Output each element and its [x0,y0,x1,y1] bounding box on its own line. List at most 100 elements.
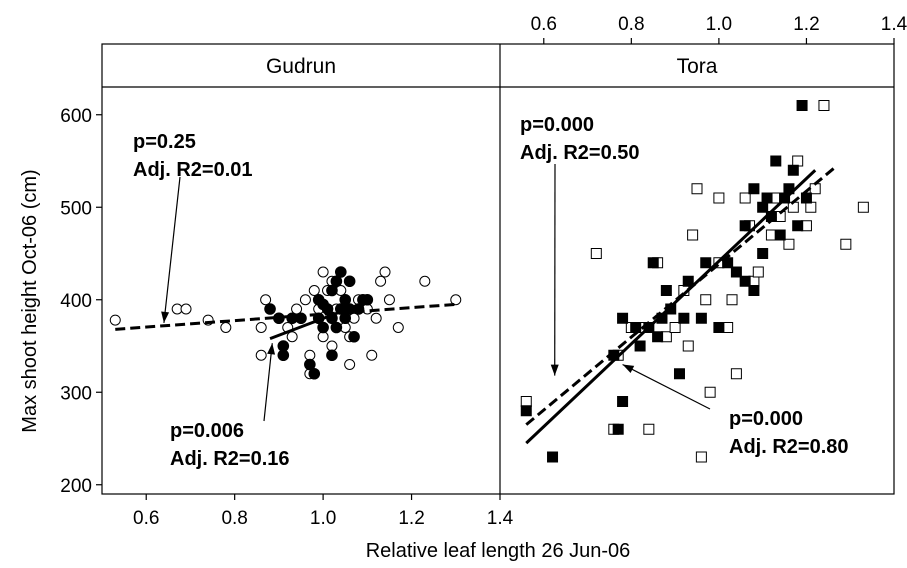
data-point-filled-square [682,275,694,287]
data-point-open-square [590,248,602,259]
annotation-text: p=0.006 [170,420,244,442]
data-point-open-square [818,100,830,111]
strip-label-gudrun: Gudrun [266,55,336,78]
data-point-open-square [682,340,694,352]
annotation-text: p=0.000 [520,114,594,136]
data-point-filled-circle [348,330,360,343]
chart-frame: 200 300 400 500 600 Gudrun 0.6 0.8 1.0 1.2 1.4 Tora… [60,14,907,529]
annotation-text: p=0.000 [729,408,803,430]
data-point-open-circle [220,322,232,333]
data-point-open-circle [366,349,378,361]
data-point-filled-square [665,303,677,315]
data-point-open-square [840,238,852,250]
data-point-filled-square [796,100,808,111]
data-point-filled-circle [308,367,321,380]
data-point-filled-square [617,396,629,407]
y-tick-label: 300 [60,383,92,404]
data-point-open-circle [260,294,272,306]
annotation-text: p=0.25 [133,131,196,153]
data-point-open-circle [379,266,391,278]
data-point-filled-square [722,257,734,269]
data-point-open-circle [180,303,192,315]
data-point-filled-square [757,248,769,259]
data-point-open-circle [344,359,356,370]
x-tick-label: 1.4 [881,14,907,35]
data-point-open-circle [109,314,121,326]
annotation-arrowhead [161,311,170,323]
x-tick-label: 1.0 [310,508,336,529]
data-point-filled-circle [317,321,329,334]
data-point-filled-circle [304,358,316,371]
data-point-open-circle [291,303,303,315]
data-point-open-circle [255,349,267,361]
annotation-text: Adj. R2=0.01 [133,159,253,181]
data-point-filled-square [713,322,725,333]
data-point-filled-circle [312,293,325,306]
annotation-text: Adj. R2=0.16 [170,448,290,470]
annotation-arrowhead [267,343,276,355]
data-point-filled-circle [343,275,356,288]
y-tick-label: 500 [60,198,92,219]
data-point-filled-square [660,285,672,296]
data-point-filled-circle [264,303,276,315]
data-point-filled-square [630,322,642,333]
data-point-filled-square [739,220,751,232]
data-point-open-square [857,201,869,213]
data-point-filled-square [547,451,559,463]
data-point-filled-circle [326,284,338,297]
data-point-open-circle [419,275,431,287]
data-point-filled-circle [326,349,338,362]
data-point-open-square [669,322,681,333]
data-point-filled-circle [335,266,347,278]
data-point-filled-square [695,312,707,324]
data-point-filled-square [765,211,777,222]
data-point-open-circle [255,322,267,333]
x-tick-label: 1.0 [706,14,732,35]
data-point-filled-circle [339,293,352,306]
y-axis-label: Max shoot height Oct-06 (cm) [19,169,41,432]
x-tick-label: 0.8 [221,508,247,529]
data-point-filled-square [748,285,760,296]
strip-label-tora: Tora [677,55,718,78]
data-point-filled-square [612,423,624,435]
data-point-filled-square [730,266,742,278]
data-point-filled-square [520,405,532,417]
data-point-open-circle [383,294,395,306]
data-point-open-square [805,201,817,213]
data-point-open-circle [370,312,382,324]
data-point-filled-square [761,192,773,204]
fit-line-solid [525,169,817,445]
data-point-open-square [783,238,795,250]
data-point-open-square [704,386,716,398]
data-point-open-square [691,183,703,195]
data-point-filled-square [800,192,812,204]
data-point-filled-circle [277,349,290,362]
data-point-open-square [792,155,804,167]
x-axis-label: Relative leaf length 26 Jun-06 [366,540,631,562]
data-point-open-circle [308,285,320,296]
data-point-filled-square [647,257,659,269]
y-tick-label: 600 [60,106,92,127]
data-point-open-square [752,266,764,278]
data-point-open-square [700,294,712,306]
data-point-open-square [643,423,655,435]
data-point-open-circle [375,275,387,287]
annotation-text: Adj. R2=0.50 [520,142,640,164]
annotation-arrowhead [550,364,559,376]
data-point-filled-square [678,312,690,324]
y-tick-label: 200 [60,476,92,497]
data-point-filled-square [739,275,751,287]
data-point-open-square [687,229,699,241]
data-point-filled-square [792,220,804,232]
y-tick-label: 400 [60,291,92,312]
data-point-open-circle [392,322,404,333]
data-point-open-circle [317,266,329,278]
data-point-filled-square [757,201,769,213]
x-tick-label: 1.2 [398,508,424,529]
data-point-open-circle [286,331,298,343]
data-point-open-square [739,192,751,204]
data-point-open-square [713,192,725,204]
x-tick-label: 0.6 [133,508,159,529]
data-point-open-square [695,451,707,463]
